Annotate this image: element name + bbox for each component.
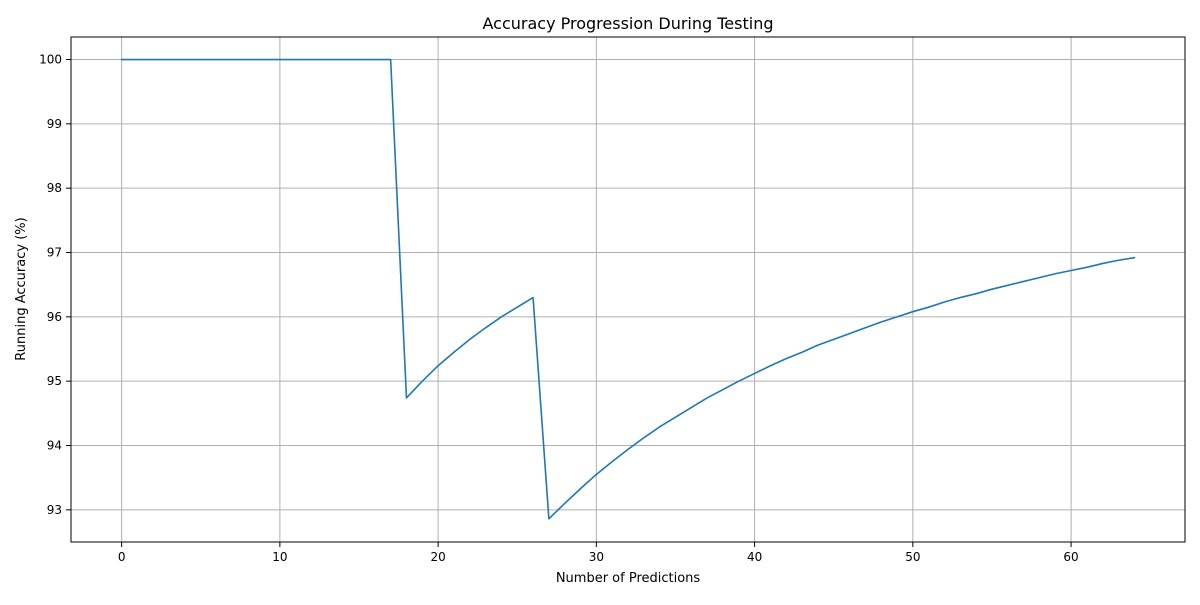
y-tick-label: 98	[47, 181, 62, 195]
chart-title: Accuracy Progression During Testing	[483, 14, 774, 33]
y-tick-label: 99	[47, 117, 62, 131]
y-tick-label: 96	[47, 310, 62, 324]
y-tick-label: 100	[39, 53, 62, 67]
x-tick-label: 50	[905, 550, 920, 564]
x-tick-label: 40	[747, 550, 762, 564]
y-tick-label: 95	[47, 374, 62, 388]
x-tick-label: 20	[430, 550, 445, 564]
x-axis-ticks: 0 10 20 30 40 50 60	[118, 542, 1079, 564]
y-tick-label: 97	[47, 246, 62, 260]
grid	[71, 37, 1185, 542]
x-tick-label: 10	[272, 550, 287, 564]
y-tick-label: 94	[47, 439, 62, 453]
series-lines	[120, 58, 1136, 520]
plot-frame	[70, 36, 1186, 543]
y-axis-label: Running Accuracy (%)	[14, 217, 29, 360]
x-tick-label: 30	[589, 550, 604, 564]
x-tick-label: 0	[118, 550, 126, 564]
x-tick-label: 60	[1063, 550, 1078, 564]
y-tick-label: 93	[47, 503, 62, 517]
y-axis-ticks: 93 94 95 96 97 98 99 100	[39, 53, 71, 517]
series-line-0	[120, 58, 1136, 520]
x-axis-label: Number of Predictions	[556, 571, 701, 586]
